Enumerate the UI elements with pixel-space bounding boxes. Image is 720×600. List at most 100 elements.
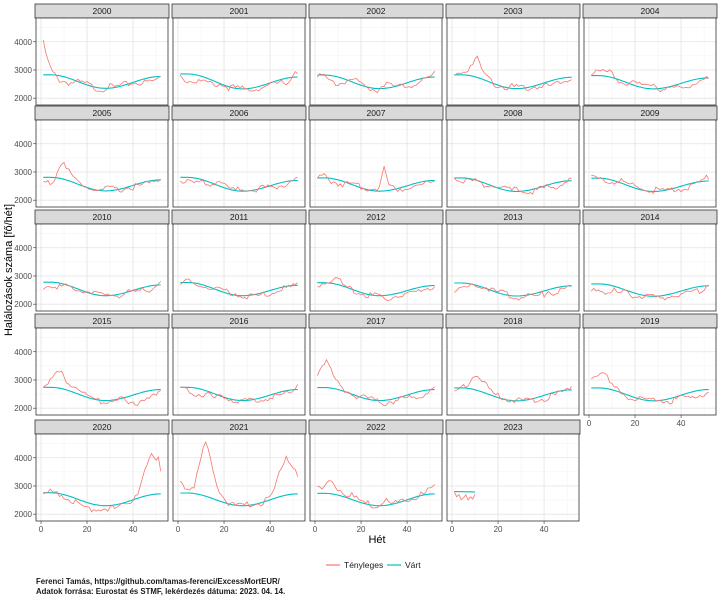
panel-border — [309, 327, 443, 416]
plot-area — [173, 434, 305, 521]
plot-area — [36, 434, 168, 521]
facet-strip-label: 2012 — [367, 212, 386, 222]
facet-panel-2018: 2018 — [445, 313, 581, 416]
panel-border — [35, 17, 169, 106]
expected-series-line — [180, 281, 298, 297]
expected-series-line — [454, 74, 572, 90]
x-tick-label: 0 — [176, 525, 181, 534]
facet-strip-label: 2007 — [367, 108, 386, 118]
facet-panel-2006: 2006 — [171, 105, 307, 208]
plot-area — [447, 434, 579, 521]
facet-strip-label: 2005 — [93, 108, 112, 118]
y-tick-label: 3000 — [14, 376, 32, 385]
plot-area — [584, 120, 716, 207]
actual-series-line — [43, 370, 161, 406]
panel-border — [35, 119, 169, 208]
actual-series-line — [591, 69, 709, 93]
y-tick-label: 2000 — [14, 510, 32, 519]
expected-series-line — [43, 281, 161, 297]
facet-panel-2019: 2019 0 20 40 — [582, 313, 718, 428]
expected-series-line — [180, 73, 298, 90]
y-tick-label: 3000 — [14, 66, 32, 75]
facet-panel-2010: 2010 2000 3000 4000 — [14, 209, 170, 312]
panel-border — [172, 17, 306, 106]
expected-series-line — [43, 74, 161, 89]
y-tick-label: 3000 — [14, 168, 32, 177]
x-tick-label: 20 — [220, 525, 229, 534]
facet-panel-2009: 2009 — [582, 105, 718, 208]
x-tick-label: 20 — [83, 525, 92, 534]
actual-series-line — [454, 283, 572, 301]
x-tick-label: 40 — [129, 525, 138, 534]
actual-series-line — [42, 39, 161, 93]
expected-series-line — [180, 176, 298, 192]
facet-panel-2012: 2012 — [308, 209, 444, 312]
y-tick-label: 3000 — [14, 272, 32, 281]
panel-border — [583, 119, 717, 208]
expected-series-line — [317, 177, 435, 192]
plot-area — [310, 224, 442, 311]
plot-area — [310, 120, 442, 207]
panel-border — [446, 433, 580, 522]
facet-strip-label: 2008 — [504, 108, 523, 118]
caption-author: Ferenci Tamás, https://github.com/tamas-… — [36, 577, 280, 586]
facet-strip-label: 2017 — [367, 316, 386, 326]
actual-series-line — [180, 278, 298, 300]
expected-series-line — [591, 283, 709, 297]
y-tick-label: 4000 — [14, 244, 32, 253]
plot-area — [36, 224, 168, 311]
panel-border — [446, 223, 580, 312]
facet-strip-label: 2014 — [641, 212, 660, 222]
legend: Tényleges Várt — [326, 560, 421, 570]
x-tick-label: 40 — [677, 419, 686, 428]
expected-series-line — [43, 176, 161, 192]
plot-area — [310, 18, 442, 105]
panel-border — [583, 327, 717, 416]
x-tick-label: 40 — [403, 525, 412, 534]
panel-border — [35, 433, 169, 522]
plot-area — [584, 328, 716, 415]
actual-series-line — [180, 176, 298, 193]
y-tick-label: 2000 — [14, 300, 32, 309]
actual-series-line — [317, 480, 435, 509]
actual-series-line — [591, 174, 710, 194]
facet-strip-label: 2013 — [504, 212, 523, 222]
legend-label: Várt — [405, 560, 421, 570]
y-tick-label: 2000 — [14, 196, 32, 205]
expected-series-line — [591, 75, 709, 90]
facet-panel-2013: 2013 — [445, 209, 581, 312]
facet-panel-2003: 2003 — [445, 3, 581, 106]
panel-border — [309, 223, 443, 312]
panel-border — [172, 433, 306, 522]
panel-border — [446, 327, 580, 416]
actual-series-line — [453, 491, 476, 501]
actual-series-line — [43, 281, 161, 299]
plot-area — [173, 18, 305, 105]
plot-area — [310, 434, 442, 521]
actual-series-line — [180, 384, 299, 404]
facet-strip-label: 2006 — [230, 108, 249, 118]
plot-area — [447, 224, 579, 311]
expected-series-line — [317, 282, 435, 297]
panel-border — [446, 119, 580, 208]
expected-series-line — [317, 387, 435, 402]
facet-panel-2000: 2000 2000 3000 4000 — [14, 3, 170, 106]
actual-series-line — [591, 372, 709, 405]
actual-series-line — [454, 375, 573, 404]
x-tick-label: 20 — [357, 525, 366, 534]
facet-strip-label: 2000 — [93, 6, 112, 16]
panel-border — [309, 17, 443, 106]
plot-area — [310, 328, 442, 415]
facet-strip-label: 2021 — [230, 422, 249, 432]
facet-panel-2020: 2020 2000 3000 4000 0 20 40 — [14, 419, 170, 534]
y-tick-label: 4000 — [14, 454, 32, 463]
facet-panel-2017: 2017 — [308, 313, 444, 416]
plot-area — [173, 120, 305, 207]
expected-series-line — [43, 492, 161, 507]
expected-series-line — [317, 74, 435, 90]
actual-series-line — [316, 71, 436, 94]
facet-strip-label: 2015 — [93, 316, 112, 326]
facet-panel-2005: 2005 2000 3000 4000 — [14, 105, 170, 208]
facet-panel-2004: 2004 — [582, 3, 718, 106]
